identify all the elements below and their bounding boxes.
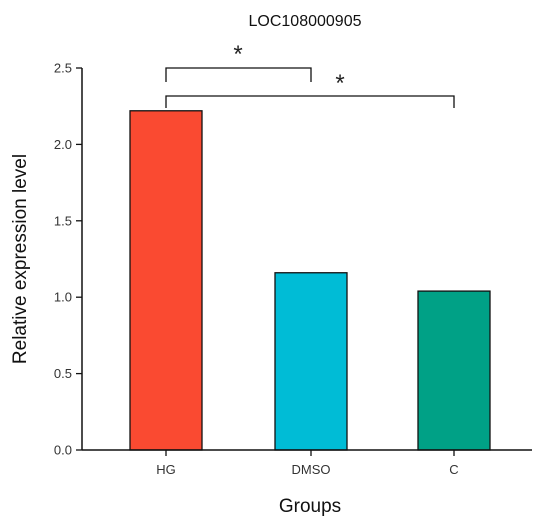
y-tick-label: 0.5 [54, 366, 72, 381]
y-tick-label: 2.5 [54, 61, 72, 76]
y-tick-label: 1.5 [54, 213, 72, 228]
bar-dmso [274, 272, 348, 451]
chart-title: LOC108000905 [249, 13, 362, 30]
y-axis-label: Relative expression level [10, 154, 31, 364]
y-tick-label: 2.0 [54, 137, 72, 152]
significance-bracket [165, 67, 312, 82]
x-tick-label: C [449, 462, 458, 477]
y-tick-label: 0.0 [54, 443, 72, 458]
x-ticks: HG DMSO C [156, 450, 459, 477]
y-ticks: 0.0 0.5 1.0 1.5 2.0 2.5 [54, 61, 82, 458]
x-axis-label: Groups [279, 496, 341, 517]
bar-hg [129, 110, 203, 451]
significance-star: * [233, 41, 242, 68]
x-tick-label: DMSO [292, 462, 331, 477]
bars-group [129, 110, 491, 451]
significance-bracket [165, 95, 455, 108]
significance-brackets: ** [165, 41, 455, 108]
y-tick-label: 1.0 [54, 290, 72, 305]
x-tick-label: HG [156, 462, 176, 477]
bar-c [417, 290, 491, 451]
significance-star: * [335, 70, 344, 97]
